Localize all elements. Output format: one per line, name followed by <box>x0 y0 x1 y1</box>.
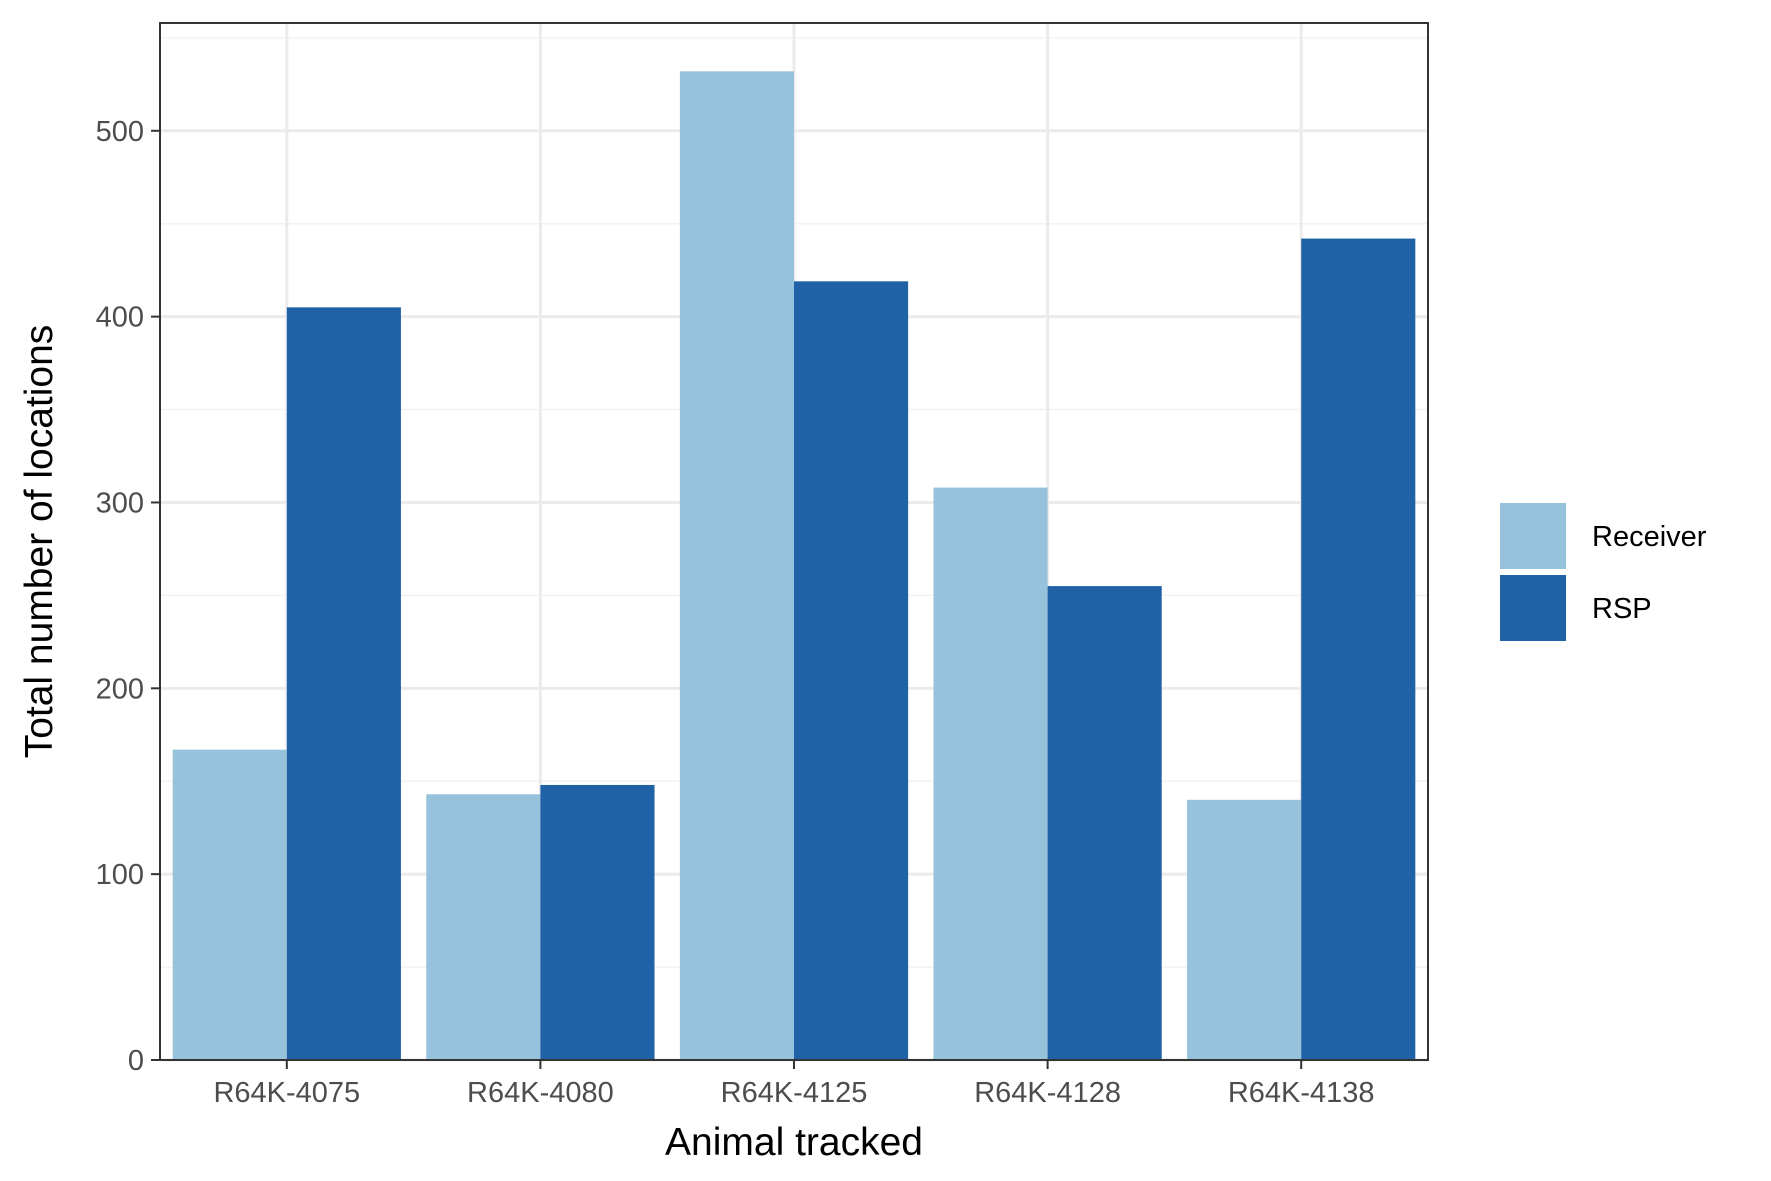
y-tick-label: 100 <box>96 859 144 891</box>
bar-receiver-r64k-4128 <box>933 487 1048 1061</box>
y-axis: 0 100 200 300 400 500 <box>96 116 160 1077</box>
bar-rsp-r64k-4080 <box>540 784 655 1060</box>
x-axis: R64K-4075 R64K-4080 R64K-4125 R64K-4128 R64K… <box>213 1060 1375 1109</box>
bar-receiver-r64k-4080 <box>426 794 541 1060</box>
bar-rsp-r64k-4138 <box>1301 238 1416 1061</box>
x-tick-label: R64K-4125 <box>721 1077 868 1109</box>
bar-receiver-r64k-4075 <box>172 749 287 1060</box>
bar-receiver-r64k-4125 <box>679 71 794 1061</box>
x-tick-label: R64K-4128 <box>974 1077 1121 1109</box>
legend: Receiver RSP <box>1500 503 1707 641</box>
y-tick-label: 400 <box>96 302 144 334</box>
bar-rsp-r64k-4075 <box>286 307 401 1060</box>
x-tick-label: R64K-4075 <box>213 1077 360 1109</box>
legend-label-rsp: RSP <box>1592 593 1652 625</box>
legend-label-receiver: Receiver <box>1592 521 1707 553</box>
legend-key-receiver <box>1500 503 1566 569</box>
bar-receiver-r64k-4138 <box>1187 799 1302 1060</box>
bars <box>172 71 1416 1061</box>
bar-rsp-r64k-4128 <box>1047 586 1162 1060</box>
y-axis-title: Total number of locations <box>18 325 61 759</box>
y-tick-label: 300 <box>96 487 144 519</box>
bar-rsp-r64k-4125 <box>794 281 909 1060</box>
legend-key-rsp <box>1500 575 1566 641</box>
y-tick-label: 200 <box>96 673 144 705</box>
y-tick-label: 500 <box>96 116 144 148</box>
x-axis-title: Animal tracked <box>665 1121 923 1164</box>
x-tick-label: R64K-4138 <box>1228 1077 1375 1109</box>
y-tick-label: 0 <box>128 1045 144 1077</box>
x-tick-label: R64K-4080 <box>467 1077 614 1109</box>
